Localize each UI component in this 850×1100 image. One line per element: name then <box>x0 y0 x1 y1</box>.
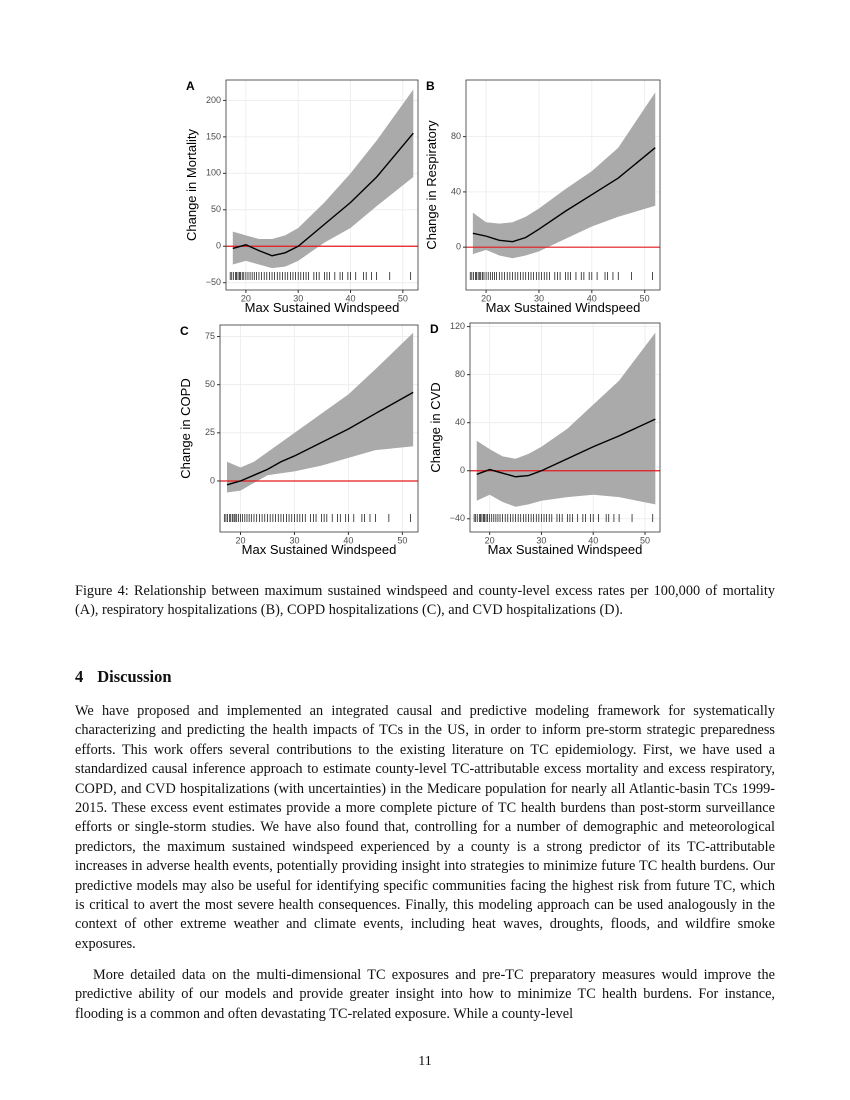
plot-frame <box>469 322 661 533</box>
y-tick-label: 40 <box>455 417 465 427</box>
y-tick-label: 80 <box>451 131 461 141</box>
y-tick-label: 40 <box>451 186 461 196</box>
x-tick-label: 30 <box>536 535 546 545</box>
fit-line <box>476 418 656 478</box>
x-tick-label: 20 <box>481 293 491 303</box>
x-tick-label: 40 <box>587 293 597 303</box>
figure-caption: Figure 4: Relationship between maximum s… <box>75 583 775 619</box>
fit-line <box>232 132 414 257</box>
y-axis-label: Change in COPD <box>178 378 193 478</box>
x-tick-label: 30 <box>289 535 299 545</box>
y-tick-label: 80 <box>455 369 465 379</box>
x-tick-label: 30 <box>293 293 303 303</box>
x-axis-label: Max Sustained Windspeed <box>488 542 643 557</box>
y-tick-label: 75 <box>205 331 215 341</box>
y-tick-label: 50 <box>211 204 221 214</box>
y-axis-label: Change in Respiratory <box>424 120 439 250</box>
y-tick-label: 120 <box>450 321 465 331</box>
section-heading: 4 Discussion <box>75 667 186 687</box>
y-tick-label: 100 <box>206 168 221 178</box>
y-axis-label: Change in CVD <box>428 382 443 472</box>
x-tick-label: 50 <box>640 293 650 303</box>
x-tick-label: 20 <box>235 535 245 545</box>
y-tick-label: 200 <box>206 95 221 105</box>
plot-frame <box>219 324 419 533</box>
panel-label: C <box>180 324 189 338</box>
y-tick-label: 0 <box>456 242 461 252</box>
confidence-band <box>476 332 656 507</box>
x-tick-label: 40 <box>588 535 598 545</box>
x-tick-label: 40 <box>343 535 353 545</box>
x-axis-label: Max Sustained Windspeed <box>242 542 397 557</box>
section-title: Discussion <box>97 667 172 686</box>
y-tick-label: 0 <box>460 465 465 475</box>
y-tick-label: 150 <box>206 131 221 141</box>
confidence-band <box>232 89 414 269</box>
panel-label: B <box>426 79 435 93</box>
y-axis-label: Change in Mortality <box>184 129 199 241</box>
confidence-band <box>472 92 656 259</box>
page-number: 11 <box>418 1054 432 1069</box>
panel-label: A <box>186 79 195 93</box>
section-number: 4 <box>75 667 84 686</box>
fit-line <box>472 147 656 243</box>
x-tick-label: 20 <box>485 535 495 545</box>
x-axis-label: Max Sustained Windspeed <box>486 300 641 315</box>
y-tick-label: 50 <box>205 379 215 389</box>
confidence-band <box>227 332 414 493</box>
x-tick-label: 40 <box>346 293 356 303</box>
x-tick-label: 50 <box>640 535 650 545</box>
y-tick-label: −50 <box>206 277 221 287</box>
x-tick-label: 50 <box>397 535 407 545</box>
plot-frame <box>465 79 661 291</box>
y-tick-label: 0 <box>216 241 221 251</box>
paragraph: We have proposed and implemented an inte… <box>75 703 775 952</box>
x-tick-label: 30 <box>534 293 544 303</box>
x-axis-label: Max Sustained Windspeed <box>245 300 400 315</box>
x-tick-label: 50 <box>398 293 408 303</box>
fit-line <box>226 391 414 486</box>
y-tick-label: 0 <box>210 475 215 485</box>
y-tick-label: −40 <box>450 513 465 523</box>
y-tick-label: 25 <box>205 427 215 437</box>
x-tick-label: 20 <box>241 293 251 303</box>
plot-frame <box>225 79 419 291</box>
panel-label: D <box>430 322 439 336</box>
paragraph: More detailed data on the multi-dimensio… <box>75 967 775 1022</box>
